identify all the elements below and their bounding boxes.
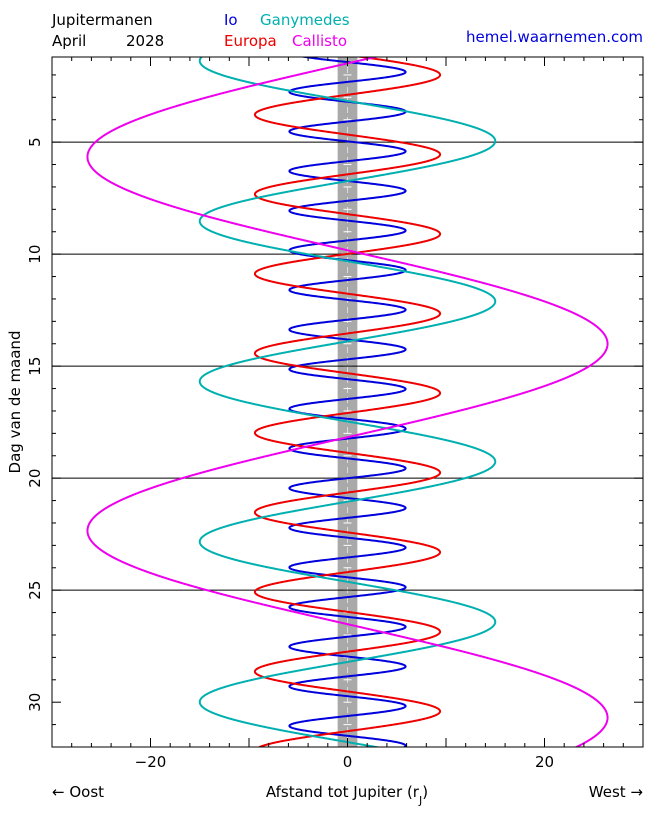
series-ganymedes <box>198 57 497 747</box>
x-tick-label: −20 <box>135 753 167 771</box>
legend-europa: Europa <box>224 32 277 50</box>
chart-title: Jupitermanen <box>51 11 153 29</box>
x-tick-label: 0 <box>343 753 353 771</box>
moon-curves <box>86 57 609 747</box>
series-callisto <box>86 57 609 747</box>
y-tick-label: 30 <box>26 693 44 712</box>
x-tick-label: 20 <box>535 753 554 771</box>
legend-ganymedes: Ganymedes <box>260 11 350 29</box>
x-axis-ticks: −20 0 20 <box>51 57 644 771</box>
y-tick-label: 15 <box>26 357 44 376</box>
x-axis-label: Afstand tot Jupiter (rJ) <box>266 783 428 807</box>
legend-io: Io <box>224 11 238 29</box>
y-tick-label: 25 <box>26 581 44 600</box>
east-label: ← Oost <box>52 783 104 801</box>
month-label: April <box>52 32 86 50</box>
y-axis-ticks: 5 10 15 20 25 30 <box>26 74 643 726</box>
series-europa <box>253 57 442 747</box>
year-label: 2028 <box>126 32 164 50</box>
series-io <box>288 57 407 747</box>
y-tick-label: 5 <box>26 137 44 147</box>
website-label: hemel.waarnemen.com <box>466 28 643 46</box>
plot-area: −20 0 20 5 10 15 20 25 30 <box>26 56 644 771</box>
y-tick-label: 20 <box>26 469 44 488</box>
legend-callisto: Callisto <box>292 32 347 50</box>
y-axis-label: Dag van de maand <box>6 331 24 474</box>
west-label: West → <box>589 783 643 801</box>
y-tick-label: 10 <box>26 245 44 264</box>
